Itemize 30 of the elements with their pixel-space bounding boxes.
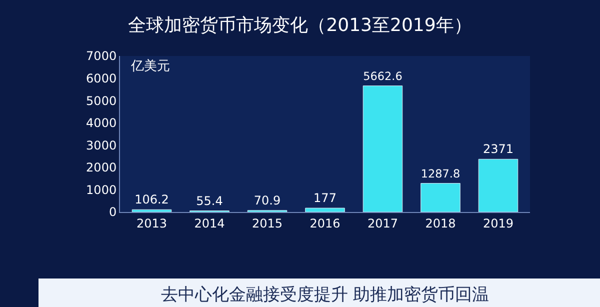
data-label: 106.2 [134,192,169,207]
y-tick-label: 4000 [86,116,117,130]
bar [132,209,172,212]
chart-title: 全球加密货币市场变化（2013至2019年） [128,15,472,36]
x-tick-label: 2018 [425,216,456,230]
data-label: 5662.6 [363,70,402,83]
bar [478,158,518,212]
data-label: 55.4 [196,194,223,208]
data-label: 2371 [482,142,514,156]
x-tick-label: 2016 [310,216,340,230]
y-tick-label: 5000 [86,94,117,108]
y-tick-label: 3000 [86,138,117,152]
data-label: 1287.8 [420,167,460,180]
x-tick-label: 2015 [252,216,283,230]
y-tick-label: 7000 [86,49,117,64]
y-tick-label: 1000 [86,182,117,197]
y-tick-label: 0 [108,205,117,220]
x-tick-label: 2019 [482,216,514,230]
x-tick-label: 2014 [194,216,225,230]
y-axis-title: 亿美元 [130,58,170,74]
y-tick-label: 2000 [86,160,117,175]
bar [420,183,460,212]
bar [305,208,345,212]
data-label: 177 [314,191,336,206]
x-tick-label: 2017 [367,216,398,230]
text: 去中心化金融接受度提升 助推加密货币回温 [160,285,490,305]
data-label: 70.9 [254,193,281,208]
bar [362,86,403,212]
y-tick-label: 6000 [86,71,117,86]
x-tick-label: 2013 [136,216,168,230]
